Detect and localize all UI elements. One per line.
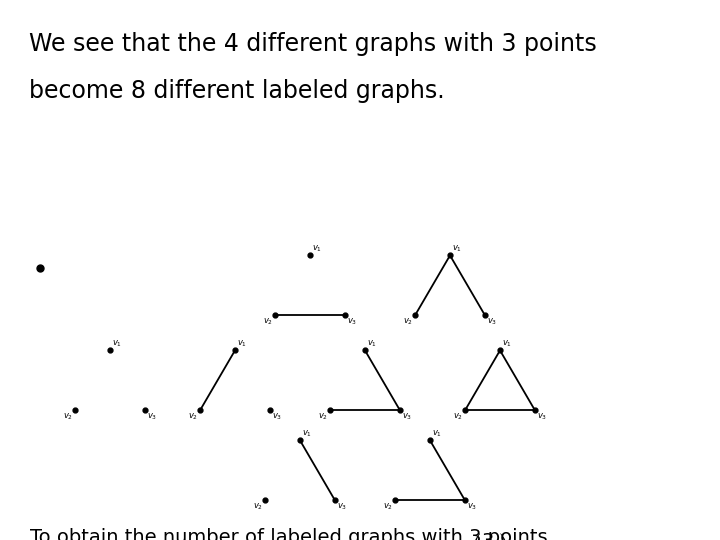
- Text: $v_1$: $v_1$: [502, 339, 512, 349]
- Text: $v_3$: $v_3$: [402, 411, 413, 422]
- Text: $v_2$: $v_2$: [403, 316, 413, 327]
- Text: become 8 different labeled graphs.: become 8 different labeled graphs.: [29, 79, 444, 103]
- Text: $v_1$: $v_1$: [112, 339, 122, 349]
- Text: We see that the 4 different graphs with 3 points: We see that the 4 different graphs with …: [29, 32, 597, 56]
- Text: $v_2$: $v_2$: [188, 411, 198, 422]
- Text: $v_3$: $v_3$: [347, 316, 357, 327]
- Text: $v_1$: $v_1$: [452, 244, 462, 254]
- Text: $v_2$: $v_2$: [253, 502, 263, 512]
- Text: $v_2$: $v_2$: [318, 411, 328, 422]
- Text: $v_1$: $v_1$: [312, 244, 322, 254]
- Text: $v_3$: $v_3$: [537, 411, 547, 422]
- Text: $\binom{3}{2}$: $\binom{3}{2}$: [468, 531, 509, 540]
- Text: $v_2$: $v_2$: [453, 411, 463, 422]
- Text: $v_2$: $v_2$: [63, 411, 73, 422]
- Text: $v_2$: $v_2$: [263, 316, 273, 327]
- Text: $v_1$: $v_1$: [367, 339, 377, 349]
- Text: To obtain the number of labeled graphs with 3 points,: To obtain the number of labeled graphs w…: [30, 529, 554, 540]
- Text: $v_3$: $v_3$: [337, 502, 347, 512]
- Text: $v_3$: $v_3$: [467, 502, 477, 512]
- Text: $v_1$: $v_1$: [432, 429, 442, 440]
- Text: $v_3$: $v_3$: [487, 316, 498, 327]
- Text: $v_3$: $v_3$: [272, 411, 282, 422]
- Text: $v_1$: $v_1$: [302, 429, 312, 440]
- Text: $v_2$: $v_2$: [383, 502, 393, 512]
- Text: $v_3$: $v_3$: [147, 411, 157, 422]
- Text: $v_1$: $v_1$: [237, 339, 247, 349]
